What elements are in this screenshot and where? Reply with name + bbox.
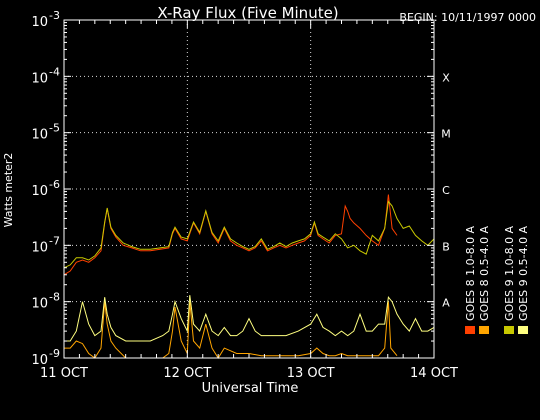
legend-label-2: GOES 9 1.0-8.0 A — [503, 225, 516, 321]
legend-swatch-2 — [504, 326, 514, 334]
grid-lines — [64, 20, 434, 358]
y-tick-label-6: 10 — [31, 15, 48, 30]
series-line-0 — [63, 194, 398, 276]
y-tick-label-5: 10 — [31, 71, 48, 86]
flare-class-B: B — [442, 240, 450, 253]
y-tick-label-3: 10 — [31, 184, 48, 199]
flare-class-M: M — [441, 128, 451, 141]
flare-class-labels: A B C M X — [441, 71, 451, 309]
series-line-2 — [63, 200, 435, 269]
legend-label-0: GOES 8 1.0-8.0 A — [464, 225, 477, 321]
flare-class-C: C — [442, 184, 450, 197]
y-tick-exponent-1: -8 — [49, 291, 60, 304]
x-tick-label-0: 11 OCT — [40, 366, 88, 381]
y-tick-label-1: 10 — [31, 297, 48, 312]
chart-title: X-Ray Flux (Five Minute) — [157, 4, 338, 22]
y-tick-exponent-0: -9 — [49, 347, 60, 360]
y-tick-label-4: 10 — [31, 128, 48, 143]
series-lines — [63, 194, 435, 359]
legend-label-1: GOES 8 0.5-4.0 A — [478, 225, 491, 321]
y-tick-exponent-5: -4 — [49, 65, 60, 78]
flare-class-X: X — [442, 71, 450, 84]
y-tick-exponent-4: -5 — [49, 122, 60, 135]
x-tick-label-1: 12 OCT — [163, 366, 211, 381]
y-tick-exponent-2: -7 — [49, 234, 60, 247]
legend-swatch-1 — [479, 326, 489, 334]
y-tick-exponent-6: -3 — [49, 9, 60, 22]
series-line-3 — [64, 295, 435, 342]
y-tick-label-2: 10 — [31, 240, 48, 255]
legend: GOES 8 1.0-8.0 A GOES 8 0.5-4.0 A GOES 9 1… — [464, 225, 530, 334]
legend-swatch-0 — [465, 326, 475, 334]
y-axis-label: Watts meter2 — [2, 153, 15, 228]
flare-class-A: A — [442, 297, 450, 310]
y-tick-exponent-3: -6 — [49, 178, 60, 191]
x-axis-label: Universal Time — [202, 381, 299, 396]
x-tick-label-3: 14 OCT — [410, 366, 458, 381]
legend-swatch-3 — [518, 326, 528, 334]
legend-label-3: GOES 9 0.5-4.0 A — [517, 225, 530, 321]
x-axis-ticks: 11 OCT 12 OCT 13 OCT 14 OCT — [40, 20, 458, 381]
y-axis-ticks: 10-910-810-710-610-510-410-3 — [31, 9, 434, 368]
series-line-1 — [64, 301, 398, 359]
y-tick-label-0: 10 — [31, 353, 48, 368]
begin-label: BEGIN: 10/11/1997 0000 — [399, 11, 536, 24]
x-tick-label-2: 13 OCT — [287, 366, 335, 381]
